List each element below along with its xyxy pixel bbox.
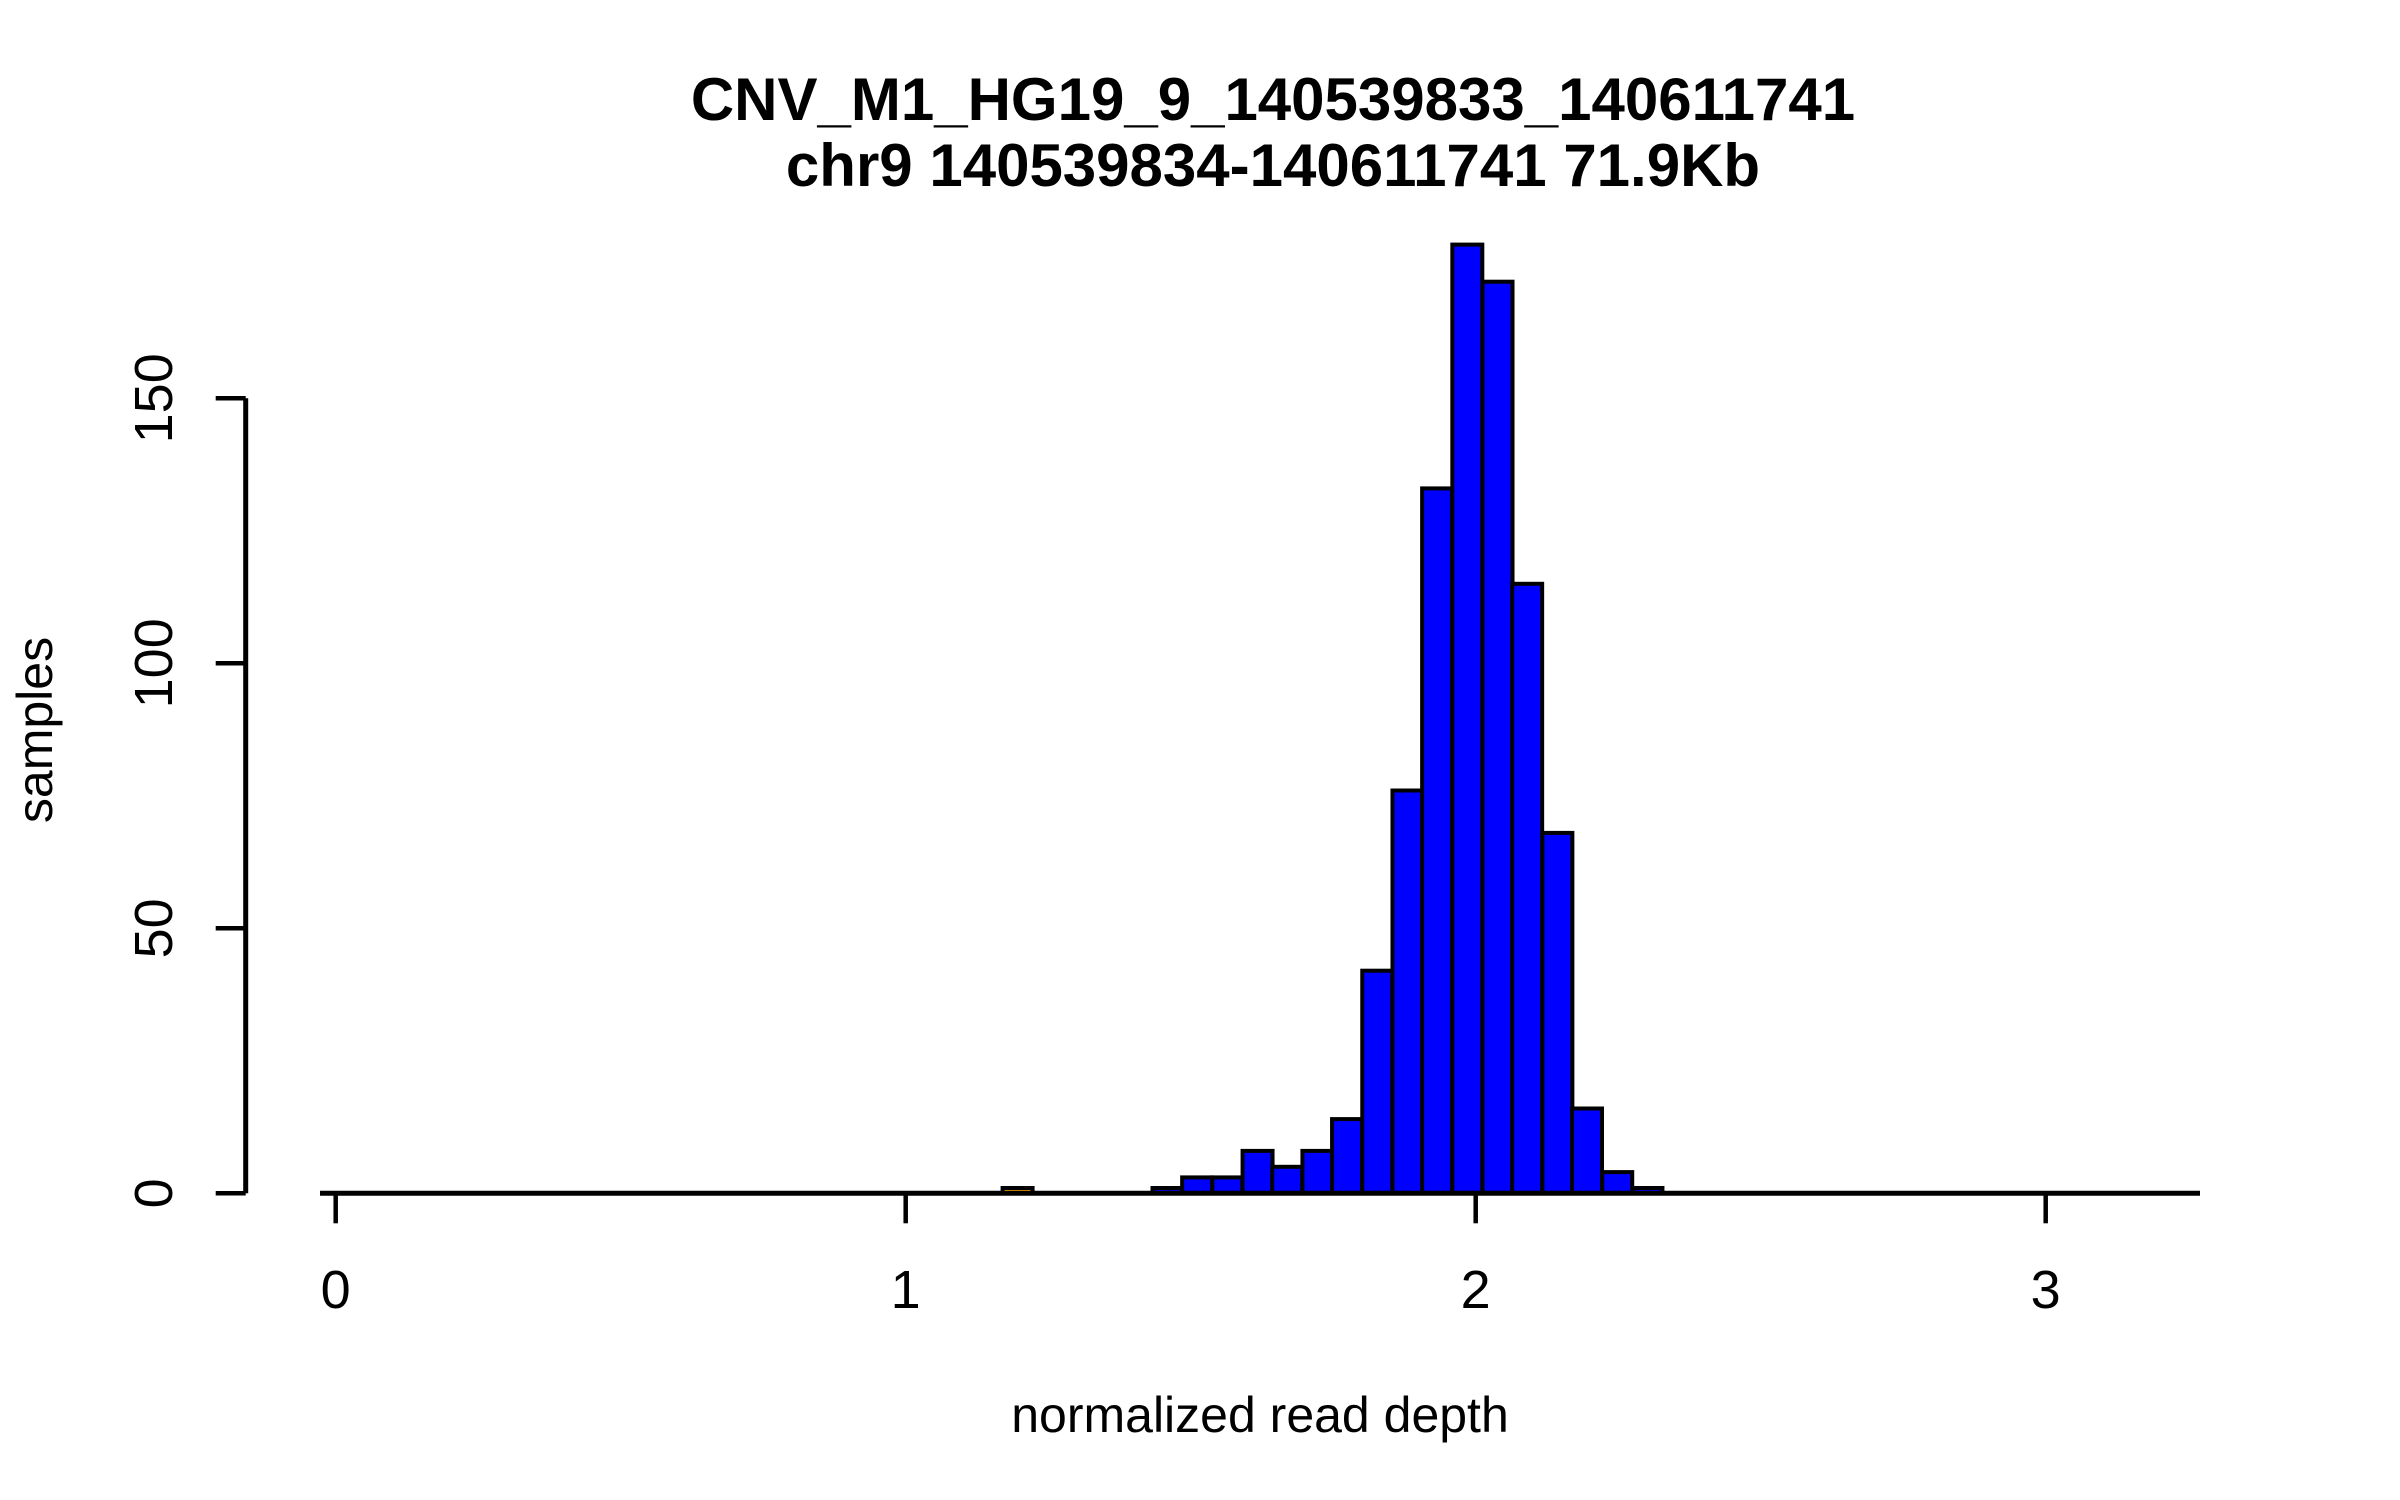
histogram-bar [1360,968,1395,1196]
chart-title-line2: chr9 140539834-140611741 71.9Kb [786,132,1760,199]
x-tick-label: 1 [891,1260,921,1320]
y-tick-label: 150 [124,353,184,443]
x-tick-label: 0 [321,1260,351,1320]
y-tick-label: 50 [124,898,184,958]
histogram-bar [1390,788,1425,1196]
histogram-bar [1480,279,1515,1196]
histogram-bar [1600,1170,1635,1196]
y-tick-label: 0 [124,1178,184,1208]
histogram-bar [1510,581,1545,1196]
chart-title-line1: CNV_M1_HG19_9_140539833_140611741 [691,66,1855,133]
x-tick-label: 3 [2031,1260,2061,1320]
histogram-bar [1420,486,1455,1196]
x-axis-label: normalized read depth [1011,1387,1509,1443]
histogram-bar [1570,1106,1605,1196]
histogram-bar [1270,1164,1305,1196]
histogram-bar [1300,1148,1335,1196]
bars-layer [1000,242,1665,1196]
axes-layer: 0 1 2 3 0 50 100 150 [124,353,2200,1320]
y-axis-label: samples [7,637,63,823]
histogram-bar [1450,242,1485,1196]
histogram-bar [1240,1148,1275,1196]
histogram-bar [1540,830,1575,1196]
x-tick-label: 2 [1461,1260,1491,1320]
histogram-bar [1330,1117,1365,1196]
y-tick-label: 100 [124,618,184,708]
